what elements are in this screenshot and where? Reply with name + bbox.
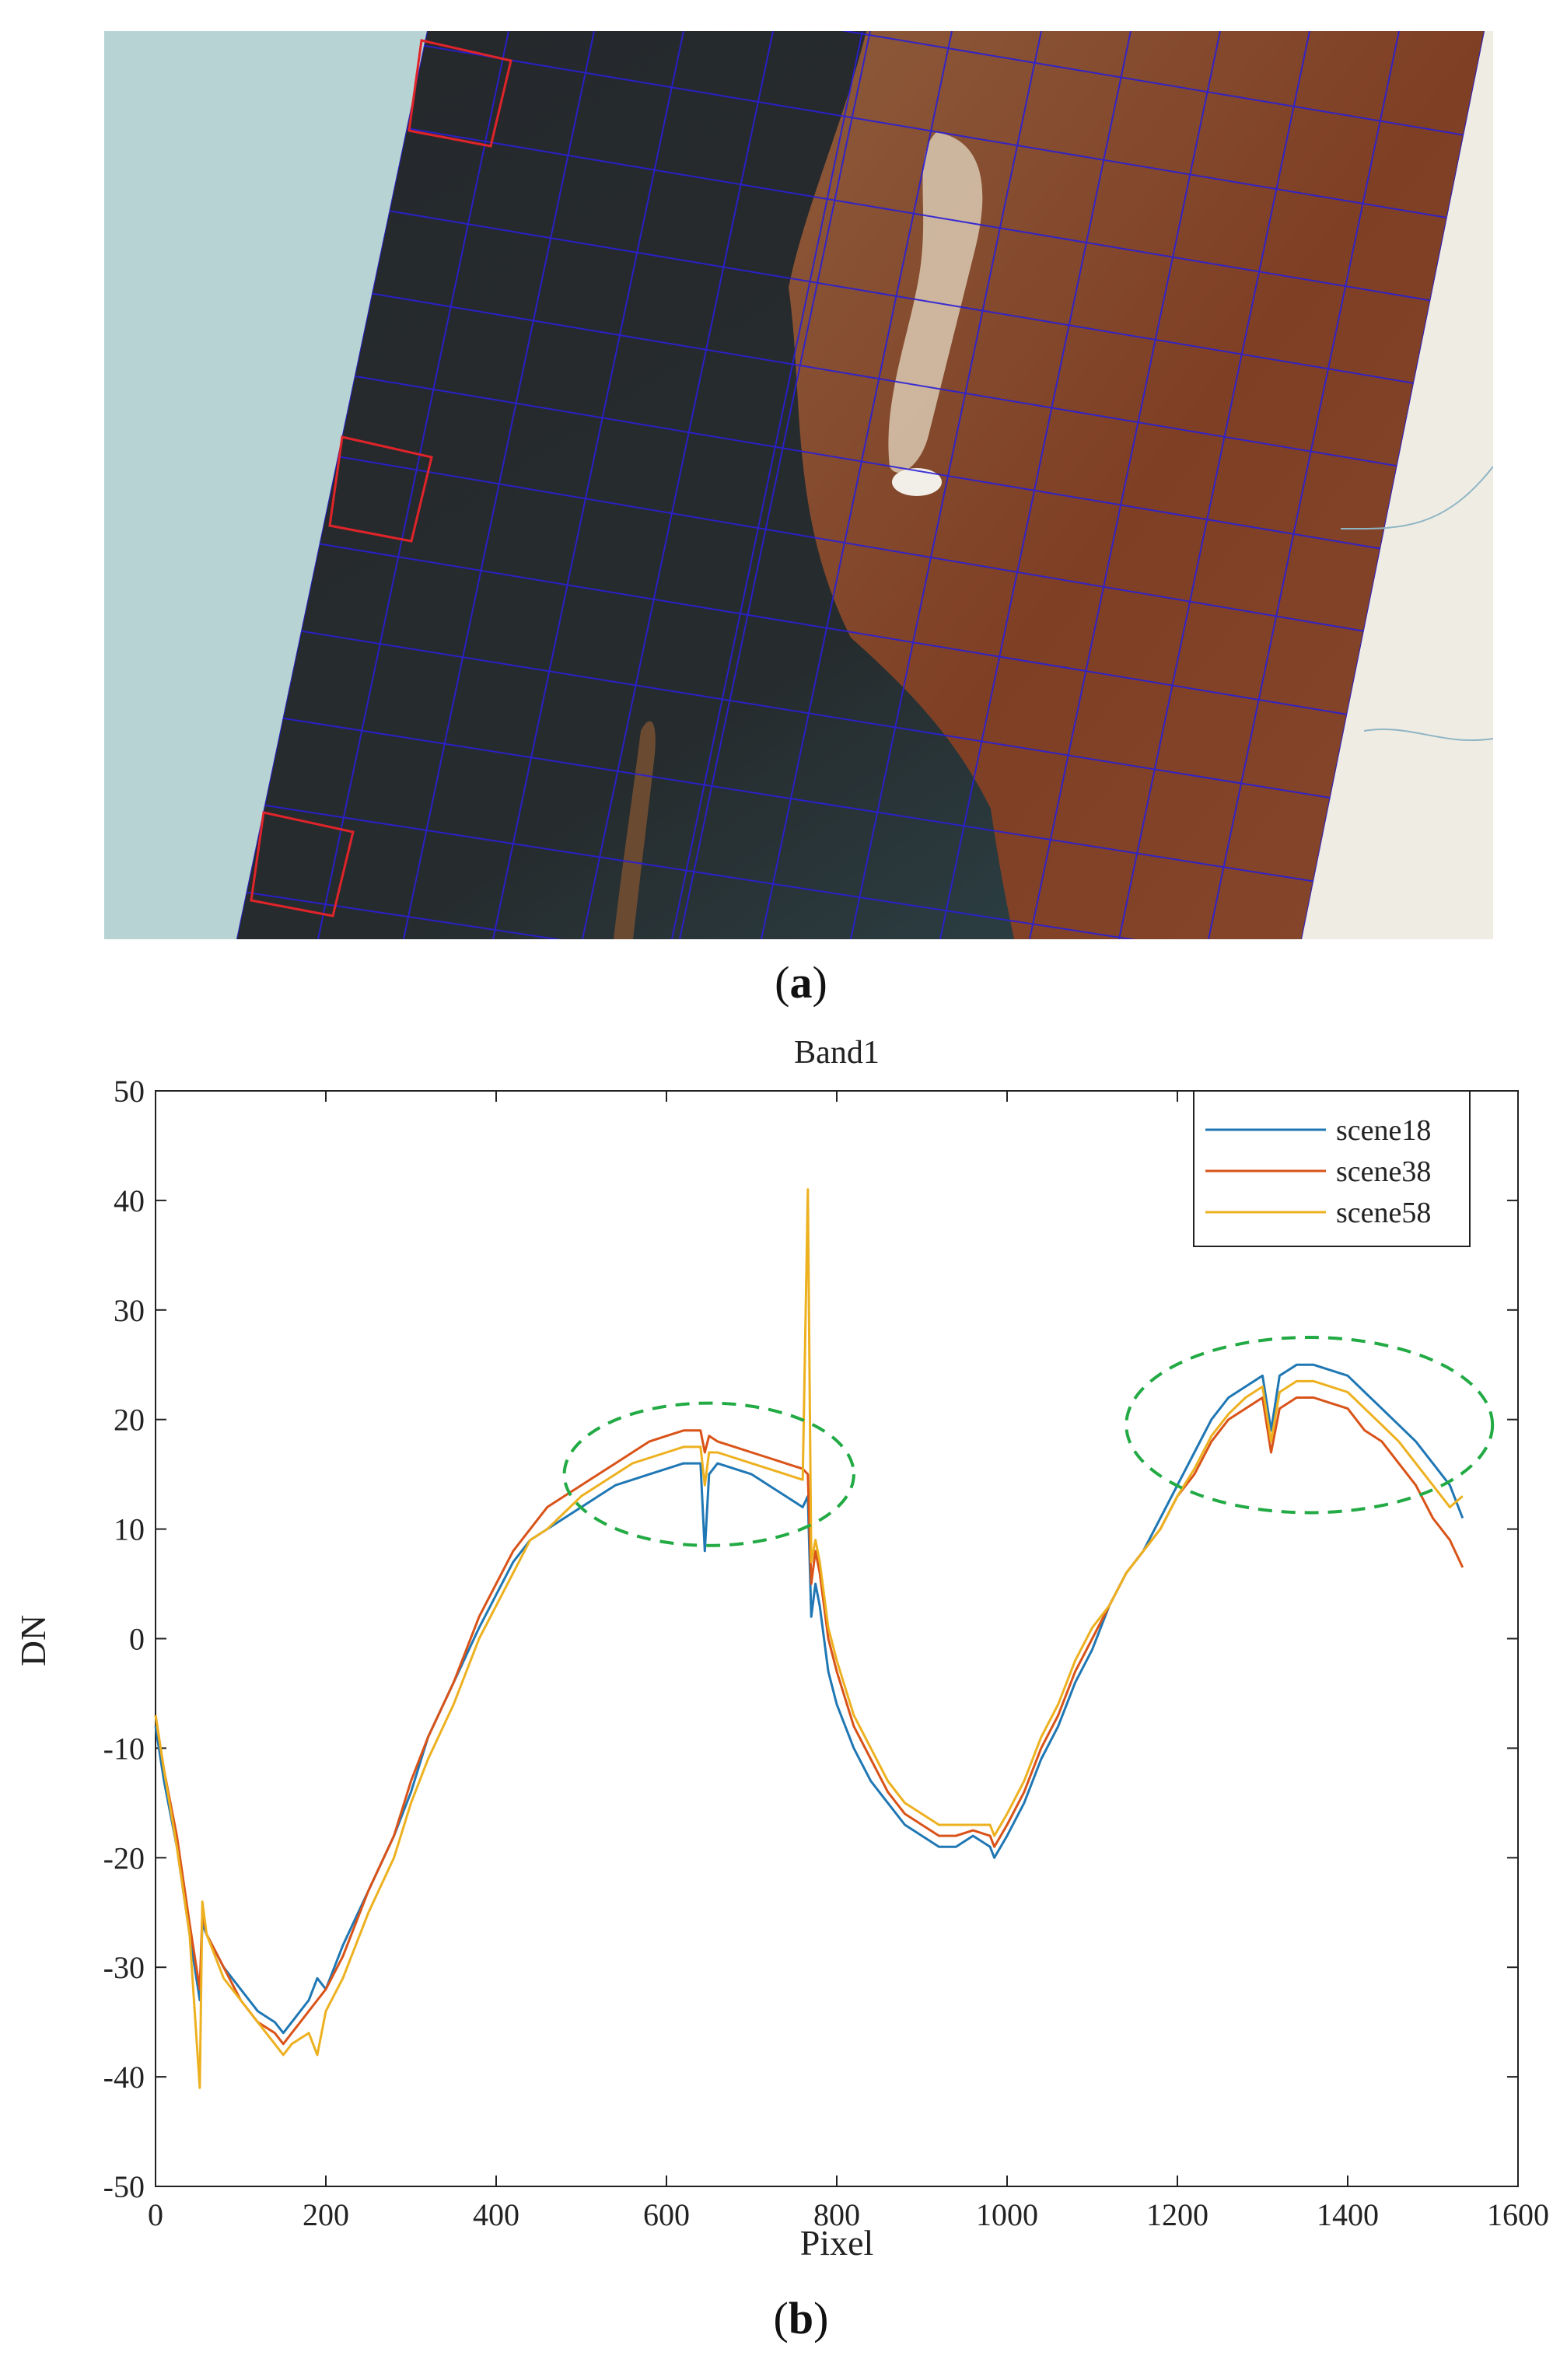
band1-chart: Band1 Pixel DN 0 200 400 600 800 1000 1200 1400… <box>13 1035 1549 2263</box>
panel-b-caption: (b) <box>773 2293 829 2343</box>
series-line-scene38 <box>154 1396 1464 2046</box>
y-tick-label: 30 <box>114 1293 145 1328</box>
y-tick-label: -20 <box>103 1840 145 1875</box>
y-tick-label: 20 <box>114 1403 145 1438</box>
y-axis-label: DN <box>13 1615 53 1666</box>
y-tick-label: -10 <box>103 1731 145 1766</box>
series-line-scene58 <box>154 1188 1464 2089</box>
tile-grid <box>236 31 1485 939</box>
satellite-tile-map <box>104 31 1493 939</box>
x-tick-label: 1600 <box>1487 2197 1549 2232</box>
legend-label-scene38: scene38 <box>1336 1155 1431 1188</box>
x-tick-label: 1000 <box>976 2197 1038 2232</box>
series-lines <box>154 1188 1464 2089</box>
legend-label-scene58: scene58 <box>1336 1197 1431 1229</box>
y-tick-label: 10 <box>114 1512 145 1547</box>
legend: scene18 scene38 scene58 <box>1193 1090 1471 1247</box>
x-axis-label: Pixel <box>800 2223 874 2263</box>
x-tick-label: 400 <box>473 2197 519 2232</box>
x-tick-label: 600 <box>643 2197 690 2232</box>
panel-a-caption: (a) <box>775 957 827 1008</box>
y-tick-label: 40 <box>114 1183 145 1218</box>
x-tick-label: 200 <box>303 2197 349 2232</box>
x-tick-label: 0 <box>148 2197 163 2232</box>
chart-title: Band1 <box>794 1035 880 1071</box>
y-tick-label: 0 <box>129 1622 145 1657</box>
y-tick-label: 50 <box>114 1074 145 1109</box>
legend-label-scene18: scene18 <box>1336 1114 1431 1147</box>
river-lines <box>1340 466 1493 742</box>
y-tick-label: -30 <box>103 1950 145 1985</box>
x-tick-label: 1400 <box>1317 2197 1379 2232</box>
salt-lake <box>892 468 942 496</box>
annotations <box>562 1336 1495 1547</box>
highlight-ellipse-2 <box>1125 1336 1495 1515</box>
x-tick-label: 1200 <box>1146 2197 1208 2232</box>
x-tick-label: 800 <box>813 2197 860 2232</box>
y-tick-label: -50 <box>103 2169 145 2204</box>
axes: 0 200 400 600 800 1000 1200 1400 1600-50-40-30-2… <box>103 1074 1549 2232</box>
highlight-ellipse-1 <box>562 1401 855 1547</box>
y-tick-label: -40 <box>103 2060 145 2095</box>
legend-box <box>1193 1090 1471 1247</box>
plot-frame <box>155 1090 1519 2187</box>
highlight-tiles <box>250 39 512 917</box>
